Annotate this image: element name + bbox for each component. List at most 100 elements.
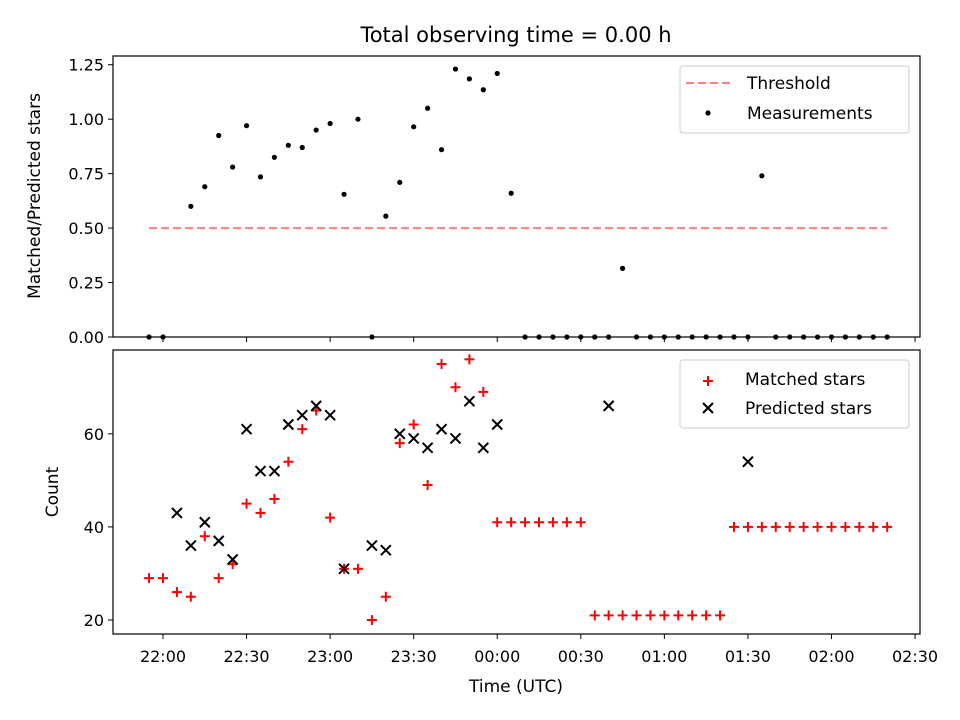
predicted-star-point	[199, 516, 211, 528]
matched-star-point	[575, 517, 586, 528]
matched-star-point	[352, 563, 363, 574]
measurement-point	[355, 116, 361, 122]
measurement-point	[564, 334, 570, 340]
matched-star-point	[325, 512, 336, 523]
top-panel: 0.00 0.25 0.50 0.75 1.00 1.25 Matched/Predict…	[25, 55, 921, 347]
matched-star-point	[241, 498, 252, 509]
measurement-point	[271, 154, 278, 160]
measurement-point	[397, 179, 403, 185]
legend-predicted-swatch	[702, 402, 714, 414]
matched-star-point	[840, 521, 851, 532]
matched-star-point	[366, 615, 377, 626]
measurement-point	[243, 123, 250, 129]
legend-matched-swatch	[703, 376, 713, 386]
measurement-point	[452, 66, 459, 72]
xtick-label: 02:00	[808, 647, 854, 666]
matched-star-point	[631, 610, 642, 621]
measurement-point	[202, 184, 208, 190]
matched-star-point	[464, 354, 475, 365]
bottom-legend: Matched stars Predicted stars	[679, 359, 910, 429]
matched-star-point	[701, 610, 712, 621]
measurement-point	[633, 334, 640, 340]
matched-star-point	[659, 610, 670, 621]
measurement-point	[369, 334, 375, 340]
measurement-point	[466, 76, 472, 82]
measurement-point	[787, 334, 793, 340]
matched-star-point	[255, 507, 266, 518]
measurement-point	[327, 120, 333, 127]
measurement-point	[313, 127, 319, 133]
measurement-point	[425, 105, 431, 111]
measurement-point	[675, 334, 681, 340]
matched-star-point	[784, 521, 795, 532]
top-ylabel: Matched/Predicted stars	[25, 93, 45, 299]
matched-star-point	[826, 521, 837, 532]
measurement-point	[285, 142, 291, 148]
xtick-label: 01:00	[641, 647, 687, 666]
top-ytick-label: 0.75	[68, 165, 104, 184]
xtick-label: 22:30	[224, 647, 270, 666]
matched-star-point	[770, 521, 781, 532]
matched-star-point	[283, 456, 294, 467]
xtick-label: 02:30	[892, 647, 938, 666]
bottom-legend-box	[679, 359, 910, 429]
matched-star-point	[854, 521, 865, 532]
measurement-point	[494, 70, 500, 77]
predicted-star-point	[338, 563, 350, 575]
bottom-plot-frame	[112, 349, 921, 635]
predicted-star-point	[296, 409, 308, 421]
measurement-point	[801, 334, 807, 340]
predicted-star-point	[477, 442, 490, 454]
predicted-star-point	[254, 465, 267, 477]
measurement-point	[257, 174, 264, 180]
matched-star-point	[269, 493, 280, 504]
xtick-label: 22:00	[140, 647, 186, 666]
measurement-point	[480, 87, 486, 93]
legend-predicted-label: Predicted stars	[745, 399, 872, 419]
xtick-label: 01:30	[725, 647, 771, 666]
measurement-point	[870, 334, 876, 340]
predicted-star-point	[407, 432, 420, 445]
measurement-point	[689, 334, 695, 340]
predicted-star-point	[394, 428, 406, 440]
legend-matched-label: Matched stars	[745, 370, 865, 390]
measurement-point	[619, 265, 626, 271]
matched-star-point	[171, 587, 182, 598]
matched-star-point	[436, 358, 447, 369]
matched-star-point	[868, 521, 879, 532]
matched-star-point	[199, 531, 210, 542]
measurement-point	[230, 164, 236, 170]
predicted-star-point	[240, 423, 253, 435]
matched-star-point	[492, 517, 503, 528]
matched-star-point	[450, 382, 461, 393]
measurement-point	[592, 334, 598, 340]
matched-star-point	[812, 521, 823, 532]
predicted-star-point	[171, 507, 183, 519]
matched-star-point	[380, 591, 391, 602]
predicted-star-point	[268, 465, 281, 477]
top-ytick-label: 0.00	[68, 328, 104, 347]
matched-star-point	[728, 521, 739, 532]
predicted-star-point	[421, 442, 434, 454]
measurement-point	[216, 132, 222, 139]
top-legend-box	[679, 65, 910, 134]
predicted-star-point	[380, 544, 392, 556]
predicted-star-point	[185, 539, 197, 552]
top-ytick-label: 1.25	[68, 56, 104, 75]
predicted-star-point	[310, 400, 322, 412]
bottom-ytick-label: 20	[84, 611, 104, 630]
legend-threshold-label: Threshold	[746, 74, 831, 94]
top-legend: Threshold Measurements	[679, 65, 910, 134]
predicted-star-point	[212, 535, 225, 547]
top-ytick-label: 0.50	[68, 219, 104, 238]
matched-star-point	[394, 438, 405, 449]
predicted-star-point	[463, 395, 476, 407]
xtick-label: 23:00	[307, 647, 353, 666]
measurement-point	[508, 190, 514, 196]
matched-star-point	[158, 573, 168, 584]
measurement-point	[717, 334, 723, 340]
measurement-point	[773, 334, 779, 340]
matched-star-point	[715, 610, 726, 621]
chart-title: Total observing time = 0.00 h	[359, 23, 671, 47]
